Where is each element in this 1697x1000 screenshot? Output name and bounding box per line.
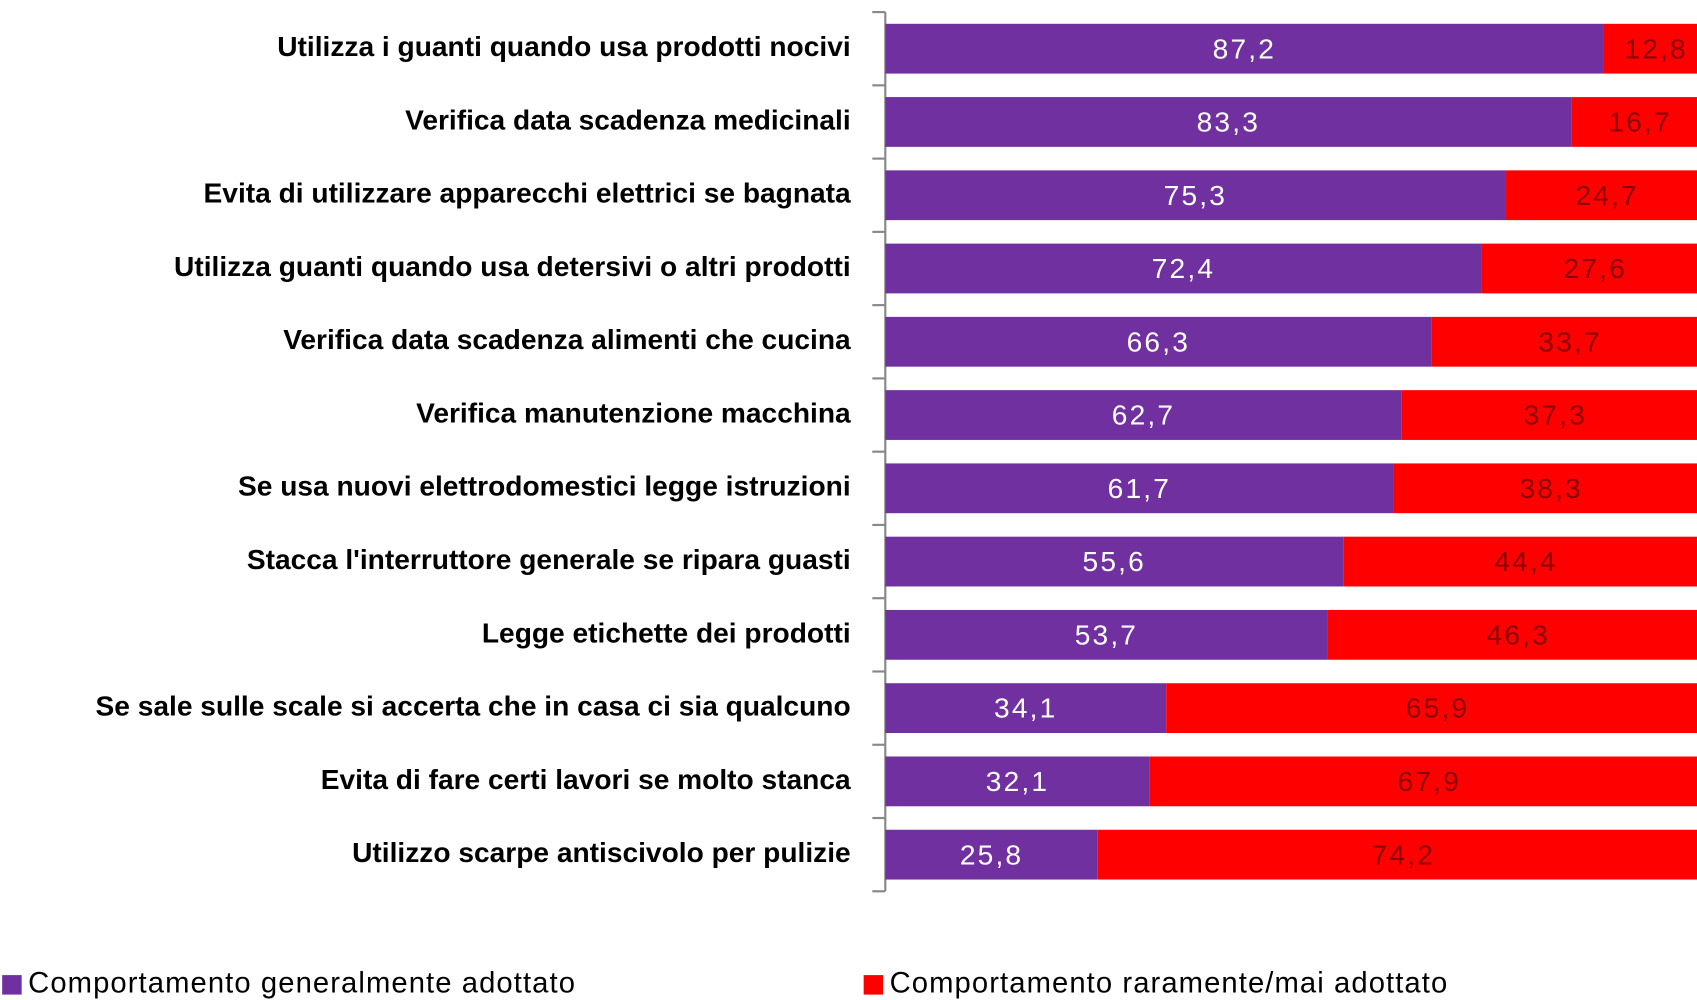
bar-segment (1327, 609, 1697, 660)
bar-segment (885, 243, 1482, 294)
value-label: 33,7 (1538, 326, 1601, 357)
bar-segment (885, 390, 1402, 440)
value-label: 12,8 (1624, 33, 1687, 64)
value-label: 67,9 (1398, 766, 1461, 797)
bar-segment (1505, 170, 1697, 221)
category-label: Utilizzo scarpe antiscivolo per pulizie (352, 837, 851, 868)
bar-segment (1393, 463, 1697, 514)
value-label: 74,2 (1372, 839, 1435, 870)
category-label: Verifica manutenzione macchina (416, 397, 851, 428)
value-label: 25,8 (960, 839, 1023, 870)
bar-segment (1431, 316, 1697, 367)
category-label: Se usa nuovi elettrodomestici legge istr… (238, 471, 851, 502)
bar-segment (885, 609, 1328, 660)
value-label: 72,4 (1152, 253, 1215, 284)
legend-label: Comportamento generalmente adottato (28, 968, 576, 1000)
value-label: 38,3 (1519, 473, 1582, 504)
bar-segment (1166, 683, 1697, 734)
value-label: 37,3 (1524, 400, 1587, 431)
category-label: Stacca l'interruttore generale se ripara… (247, 544, 851, 575)
value-label: 24,7 (1575, 180, 1638, 211)
category-label: Utilizza guanti quando usa detersivi o a… (174, 251, 851, 282)
category-label: Verifica data scadenza medicinali (405, 104, 851, 135)
category-label: Verifica data scadenza alimenti che cuci… (283, 324, 851, 355)
value-label: 34,1 (994, 693, 1057, 724)
value-label: 61,7 (1108, 473, 1171, 504)
bar-segment (885, 170, 1506, 221)
value-label: 44,4 (1494, 546, 1557, 577)
category-label: Legge etichette dei prodotti (482, 617, 851, 648)
value-label: 16,7 (1608, 107, 1671, 138)
bar-segment (1603, 23, 1697, 74)
value-label: 65,9 (1406, 693, 1469, 724)
bar-segment (885, 316, 1432, 367)
value-label: 87,2 (1213, 33, 1276, 64)
value-label: 66,3 (1127, 326, 1190, 357)
legend-swatch (2, 975, 22, 995)
value-label: 75,3 (1164, 180, 1227, 211)
category-label: Se sale sulle scale si accerta che in ca… (96, 691, 851, 722)
bar-segment (885, 536, 1344, 587)
bar-segment (885, 829, 1098, 880)
value-label: 46,3 (1487, 619, 1550, 650)
category-label: Utilizza i guanti quando usa prodotti no… (277, 31, 850, 62)
value-label: 27,6 (1564, 253, 1627, 284)
bar-segment (885, 97, 1572, 147)
bar-segment (885, 683, 1167, 734)
bar-segment (1097, 829, 1697, 880)
bar-segment (1401, 390, 1697, 440)
bar-segment (1571, 97, 1697, 147)
value-label: 62,7 (1112, 400, 1175, 431)
value-label: 53,7 (1075, 619, 1138, 650)
bar-segment (1149, 756, 1697, 807)
value-label: 83,3 (1197, 107, 1260, 138)
bar-segment (1343, 536, 1697, 587)
legend-swatch (863, 975, 884, 995)
legend-label: Comportamento raramente/mai adottato (890, 968, 1449, 1000)
value-label: 55,6 (1083, 546, 1146, 577)
bar-segment (885, 23, 1604, 74)
bar-segment (885, 756, 1150, 807)
category-label: Evita di fare certi lavori se molto stan… (321, 764, 851, 795)
value-label: 32,1 (986, 766, 1049, 797)
bar-segment (885, 463, 1394, 514)
bar-segment (1481, 243, 1697, 294)
category-label: Evita di utilizzare apparecchi elettrici… (204, 178, 851, 209)
